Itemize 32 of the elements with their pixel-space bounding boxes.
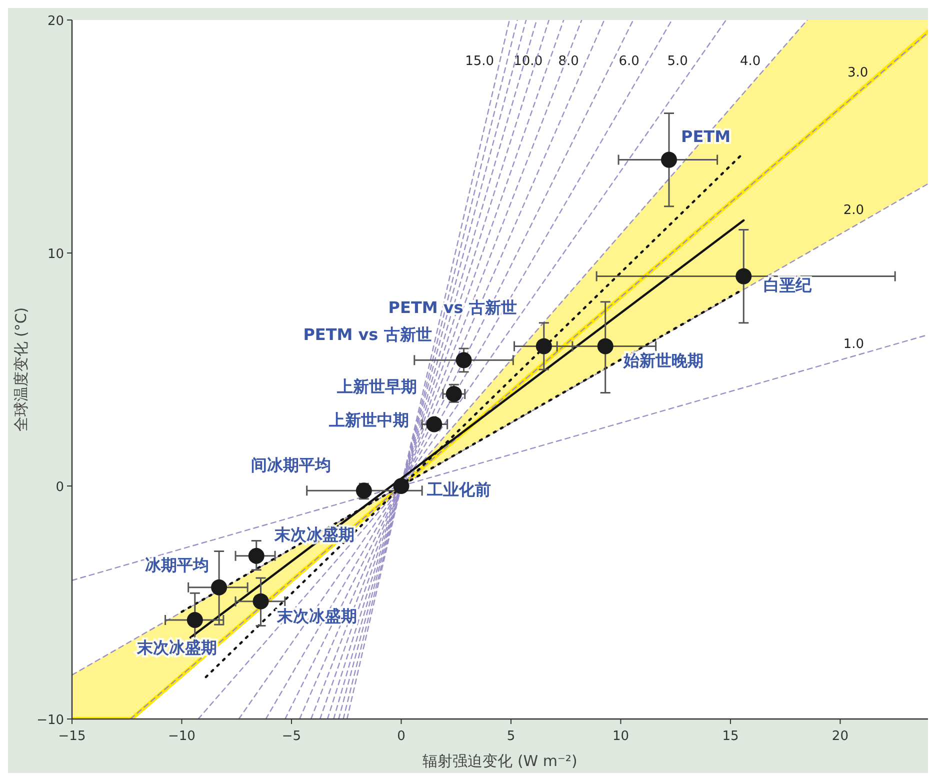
series-label: 2.0 <box>843 203 864 218</box>
series-label: 6.0 <box>618 54 640 69</box>
series-label: 8.0 <box>558 54 579 69</box>
y-tick-label: 20 <box>47 14 64 29</box>
x-axis-title: 辐射强迫变化 (W m⁻²) <box>422 752 578 770</box>
x-tick-label: 0 <box>397 729 406 744</box>
annotation: 冰期平均 <box>145 555 210 574</box>
x-tick-label: 15 <box>722 729 739 744</box>
series-label: 3.0 <box>847 66 868 81</box>
annotation: 白垩纪 <box>764 275 813 294</box>
y-axis-title: 全球温度变化 (°C) <box>12 307 30 432</box>
x-tick-label: −15 <box>58 729 86 744</box>
y-tick-label: 0 <box>56 480 64 495</box>
annotation: 工业化前 <box>426 480 492 499</box>
series-label: 5.0 <box>667 54 688 69</box>
annotation: 上新世早期 <box>336 376 417 396</box>
annotation: 上新世中期 <box>328 410 410 430</box>
series-label: 4.0 <box>740 54 761 69</box>
annotation: 间冰期平均 <box>250 456 331 475</box>
x-tick-label: −5 <box>282 729 302 744</box>
x-tick-label: 5 <box>506 729 516 744</box>
x-tick-label: −10 <box>168 729 196 744</box>
annotation: PETM <box>681 126 731 146</box>
series-label: 10.0 <box>514 54 543 69</box>
series-label: 1.0 <box>843 336 864 352</box>
y-tick-label: 10 <box>47 247 64 262</box>
annotation: PETM vs 古新世 <box>303 325 432 344</box>
x-tick-label: 10 <box>612 729 629 744</box>
x-tick-label: 20 <box>832 729 848 744</box>
annotation: 始新世晚期 <box>622 351 704 370</box>
series-label: 15.0 <box>465 54 494 69</box>
y-tick-label: −10 <box>36 713 64 728</box>
